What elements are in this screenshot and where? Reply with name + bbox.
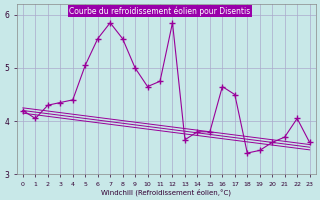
X-axis label: Windchill (Refroidissement éolien,°C): Windchill (Refroidissement éolien,°C): [101, 188, 231, 196]
Text: Courbe du refroidissement éolien pour Disentis: Courbe du refroidissement éolien pour Di…: [69, 6, 251, 16]
